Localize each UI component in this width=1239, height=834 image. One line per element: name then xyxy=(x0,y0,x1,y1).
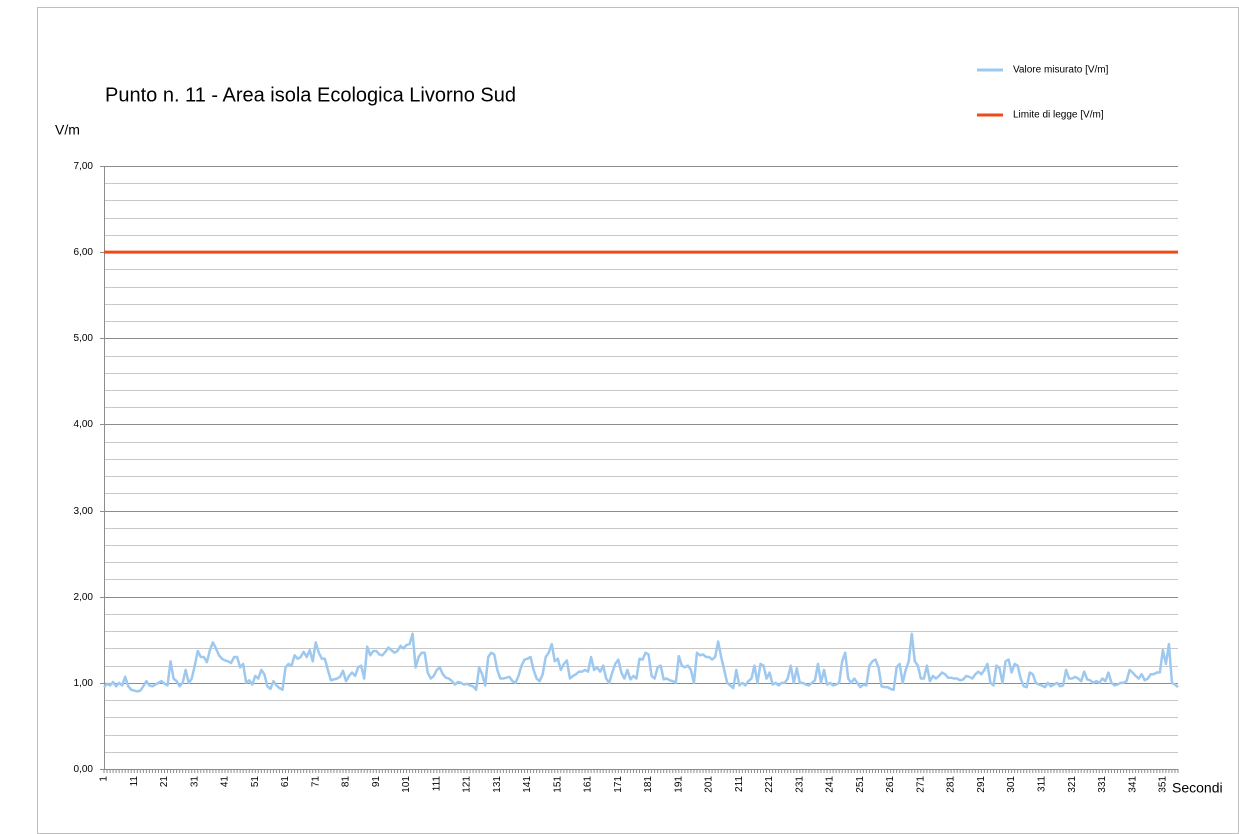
x-tick-label: 141 xyxy=(522,776,533,793)
y-tick-label: 5,00 xyxy=(74,333,94,344)
y-tick-label: 4,00 xyxy=(74,419,94,430)
legend-label: Limite di legge [V/m] xyxy=(1013,110,1104,121)
x-tick-label: 221 xyxy=(764,776,775,793)
x-tick-label: 351 xyxy=(1158,776,1169,793)
x-tick-label: 121 xyxy=(462,776,473,793)
x-tick-label: 291 xyxy=(976,776,987,793)
x-tick-label: 131 xyxy=(492,776,503,793)
x-axis-label: Secondi xyxy=(1172,780,1223,796)
y-tick-label: 0,00 xyxy=(74,764,94,775)
legend-label: Valore misurato [V/m] xyxy=(1013,65,1109,76)
x-tick-label: 211 xyxy=(734,776,745,792)
y-tick-label: 7,00 xyxy=(74,161,94,172)
x-tick-label: 341 xyxy=(1127,776,1138,793)
x-tick-label: 171 xyxy=(613,776,624,793)
x-tick-label: 31 xyxy=(189,776,200,788)
x-tick-label: 331 xyxy=(1097,776,1108,793)
y-axis-label: V/m xyxy=(55,122,80,138)
y-tick-label: 2,00 xyxy=(74,592,94,603)
x-tick-label: 281 xyxy=(946,776,957,793)
x-tick-label: 101 xyxy=(401,776,412,793)
x-tick-label: 271 xyxy=(915,776,926,793)
x-tick-label: 191 xyxy=(673,776,684,793)
x-tick-label: 301 xyxy=(1006,776,1017,793)
x-tick-label: 61 xyxy=(280,776,291,788)
x-tick-label: 151 xyxy=(552,776,563,793)
x-tick-label: 41 xyxy=(220,776,231,788)
chart-title: Punto n. 11 - Area isola Ecologica Livor… xyxy=(105,84,516,106)
x-tick-label: 231 xyxy=(794,776,805,793)
x-tick-label: 11 xyxy=(129,776,140,787)
x-tick-label: 91 xyxy=(371,776,382,788)
x-tick-label: 161 xyxy=(583,776,594,793)
data-line xyxy=(103,632,1179,693)
x-tick-label: 201 xyxy=(704,776,715,793)
x-tick-label: 81 xyxy=(341,776,352,788)
x-tick-label: 111 xyxy=(431,776,442,792)
frame xyxy=(37,7,1239,834)
y-tick-label: 1,00 xyxy=(74,678,94,689)
x-tick-label: 261 xyxy=(885,776,896,793)
x-tick-label: 181 xyxy=(643,776,654,793)
x-tick-label: 71 xyxy=(310,776,321,788)
x-tick-label: 1 xyxy=(99,776,110,782)
x-tick-label: 251 xyxy=(855,776,866,793)
y-tick-label: 3,00 xyxy=(74,506,94,517)
y-tick-label: 6,00 xyxy=(74,247,94,258)
x-tick-label: 241 xyxy=(825,776,836,793)
x-tick-label: 21 xyxy=(159,776,170,788)
x-tick-label: 51 xyxy=(250,776,261,788)
x-tick-label: 321 xyxy=(1067,776,1078,793)
x-tick-label: 311 xyxy=(1036,776,1047,792)
